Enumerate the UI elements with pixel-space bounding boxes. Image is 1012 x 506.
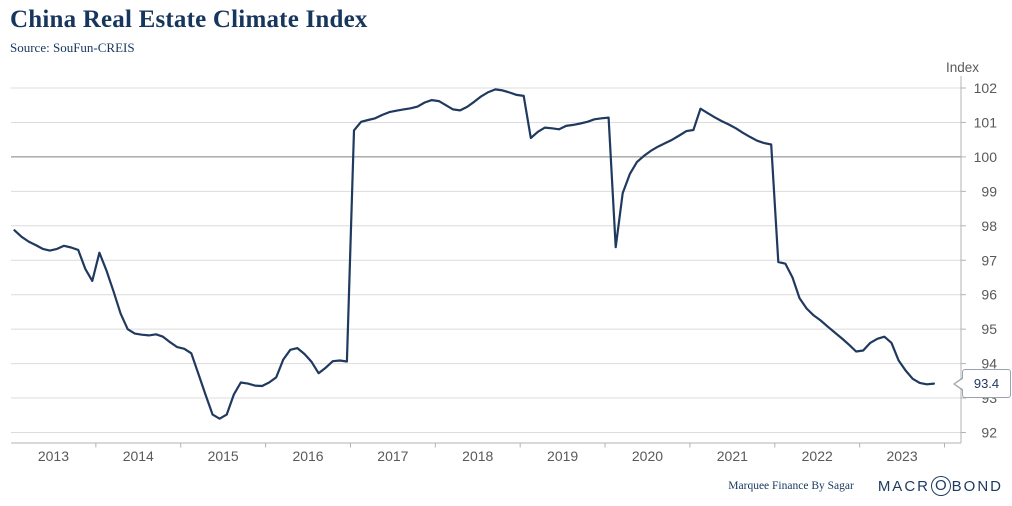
y-tick-label: 96: [981, 287, 997, 303]
x-tick-label: 2016: [292, 448, 323, 464]
page-title: China Real Estate Climate Index: [10, 6, 368, 33]
y-tick-label: 99: [981, 183, 997, 199]
y-tick-label: 95: [981, 321, 997, 337]
logo-text-post: BOND: [951, 477, 1003, 495]
last-value-label: 93.4: [973, 376, 1000, 391]
y-tick-label: 100: [974, 149, 998, 165]
logo-ellipse-o: O: [930, 476, 951, 496]
x-tick-label: 2022: [802, 448, 833, 464]
credit-text: Marquee Finance By Sagar: [728, 480, 854, 492]
y-tick-label: 97: [981, 252, 997, 268]
x-tick-label: 2017: [377, 448, 408, 464]
y-axis-title: Index: [946, 60, 979, 75]
x-tick-label: 2015: [208, 448, 239, 464]
y-tick-label: 92: [981, 425, 997, 441]
x-tick-label: 2018: [462, 448, 493, 464]
source-label: Source: SouFun-CREIS: [10, 40, 135, 55]
index-line-series: [13, 88, 936, 420]
y-tick-label: 102: [974, 80, 998, 96]
last-value-callout: 93.4: [953, 369, 1011, 398]
x-tick-label: 2014: [123, 448, 154, 464]
x-tick-label: 2019: [547, 448, 578, 464]
macrobond-logo: MACR O BOND: [878, 476, 1003, 496]
logo-text-pre: MACR: [877, 477, 930, 495]
x-tick-label: 2013: [38, 448, 69, 464]
y-tick-label: 98: [981, 218, 997, 234]
y-tick-label: 94: [981, 356, 997, 372]
y-tick-label: 101: [974, 114, 998, 130]
chart-footer: Marquee Finance By Sagar MACR O BOND: [728, 476, 1003, 496]
x-tick-label: 2021: [717, 448, 748, 464]
x-tick-label: 2020: [632, 448, 663, 464]
x-tick-label: 2023: [886, 448, 917, 464]
